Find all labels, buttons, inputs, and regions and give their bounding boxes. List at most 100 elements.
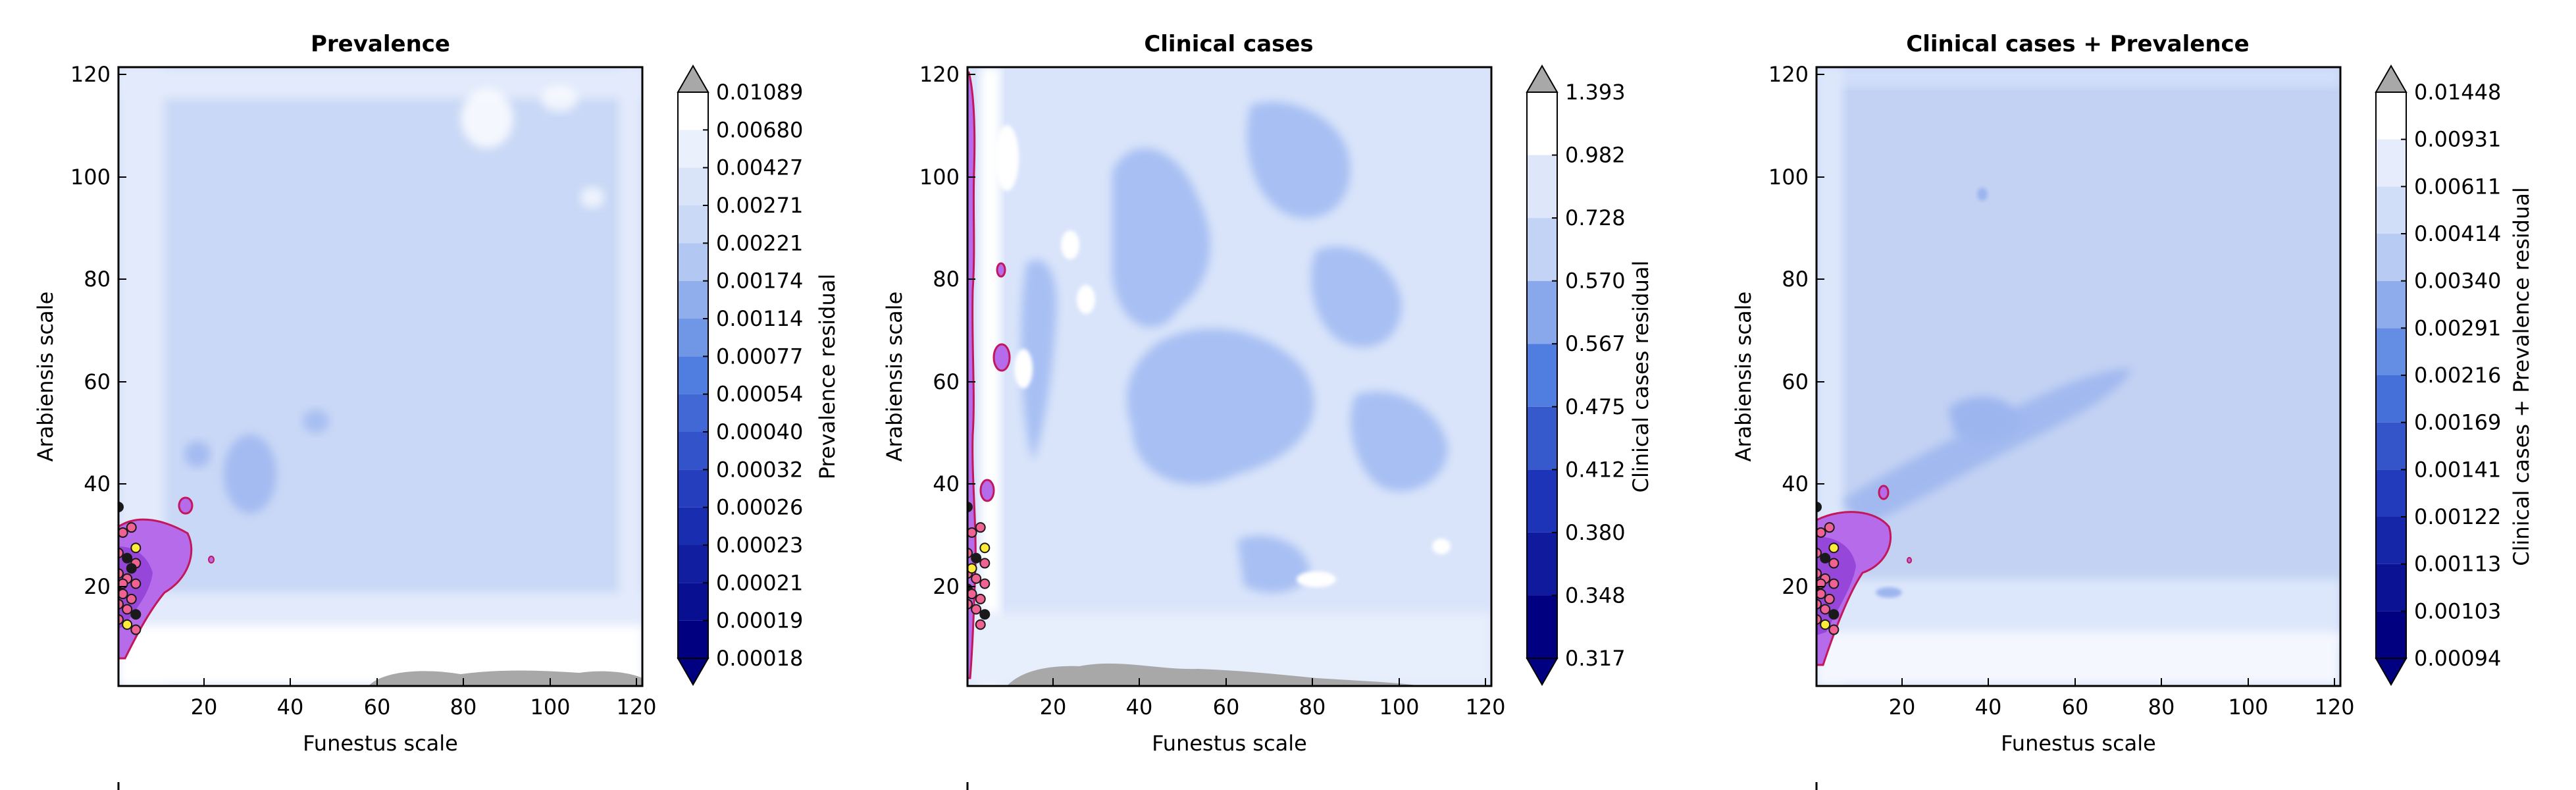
y-axis-label: Arabiensis scale [882,292,907,462]
band-top-pale [1816,67,2340,87]
band-bottom-white [1816,632,2340,686]
band-mid-patch [1311,246,1402,348]
x-tick-label: 100 [530,695,570,720]
plot-frame [1815,66,2342,687]
purple-island [979,479,995,502]
colorbar-tick-label: 0.00113 [2414,552,2501,577]
band-mid-patch [1948,396,2021,442]
colorbar-band [1527,280,1557,344]
colorbar-tick-label: 0.00169 [2414,410,2501,435]
colorbar-tick-label: 0.00054 [716,382,803,407]
colorbar-band [1527,92,1557,155]
data-point [130,542,142,554]
colorbar-band [678,507,708,545]
patch-white [1077,285,1095,314]
colorbar-band [1527,155,1557,219]
data-point [122,604,133,615]
patch-white [1014,349,1033,388]
colorbar-tick-label: 0.00018 [716,646,803,671]
colorbar-band [678,469,708,508]
colorbar: 0.317 0.348 0.380 0.412 0.475 0.567 0.570 0.728… [1526,64,1653,687]
x-tick-label: 20 [1889,695,1916,720]
data-point [1816,548,1822,559]
y-tick-label: 80 [933,267,960,292]
colorbar-over-triangle [2375,64,2408,93]
colorbar-label: Clinical cases + Prevalence residual [2509,187,2534,566]
grey-region [1007,663,1422,686]
patch-mid [224,434,276,514]
panel-title: Clinical cases + Prevalence [1906,31,2250,57]
x-axis: 20 40 60 80 100 120 Funestus scale [1040,678,1506,756]
data-point [118,589,128,600]
panel-combined: Clinical cases + Prevalence [1731,31,2534,756]
colorbar: 0.00094 0.00103 0.00113 0.00122 0.00141 0.001… [2375,64,2534,687]
colorbar-band [1527,595,1557,658]
colorbar-tick-label: 0.00680 [716,117,803,142]
data-point [1824,593,1835,604]
colorbar-tick-label: 0.00103 [2414,598,2501,623]
colorbar-tick-label: 0.412 [1565,457,1626,482]
colorbar-tick-label: 1.393 [1565,80,1626,105]
x-tick-label: 100 [2228,695,2268,720]
colorbar-band [2376,92,2406,140]
colorbar-tick-label: 0.00221 [716,230,803,255]
data-point [1828,558,1840,569]
data-point [118,568,124,579]
colorbar-tick-label: 0.00216 [2414,363,2501,388]
purple-strip [967,71,977,679]
colorbar-band [1527,469,1557,533]
data-point [130,578,142,589]
data-point [971,604,982,615]
colorbar-tick-label: 0.00174 [716,269,803,294]
colorbar-frame [677,92,709,659]
data-point [118,548,124,559]
colorbar-tick-label: 0.380 [1565,520,1626,545]
colorbar-frame [1526,92,1558,659]
purple-island [996,262,1006,278]
colorbar-band [1527,532,1557,596]
heatmap-field [1816,67,2340,686]
y-tick-label: 40 [933,471,960,496]
colorbar-band [1527,218,1557,281]
band-mid-patch [1237,535,1310,593]
data-point [1820,619,1831,630]
data-point [1824,522,1835,533]
data-point [1828,578,1840,589]
x-axis-label: Funestus scale [303,731,458,756]
colorbar-band [678,167,708,205]
data-point [975,593,986,604]
colorbar-label: Prevalence residual [815,274,840,480]
colorbar-tick-label: 0.00931 [2414,127,2501,152]
y-tick-label: 60 [1782,369,1809,394]
colorbar-over-triangle [677,64,709,93]
colorbar-tick-label: 0.00340 [2414,269,2501,294]
panel-title: Prevalence [311,31,450,57]
data-point [118,527,128,538]
band-mid-patch [1247,101,1351,219]
colorbar-tick-label: 0.00141 [2414,457,2501,482]
data-point [979,609,991,620]
y-tick-label: 120 [919,62,960,87]
colorbar-band [2376,517,2406,564]
data-point [1816,568,1822,579]
data-point [1816,614,1822,625]
plot-frame [117,66,644,687]
data-point [1828,542,1840,554]
y-axis-label: Arabiensis scale [1731,292,1756,462]
data-point [126,522,137,533]
colorbar-tick-label: 0.00414 [2414,221,2501,246]
purple-island [178,496,193,515]
y-tick-label: 120 [70,62,111,87]
x-axis: 20 40 60 80 100 120 Funestus scale [1889,678,2355,756]
colorbar-bands: 0.00018 0.00019 0.00021 0.00023 0.00026 0.000… [677,64,803,687]
colorbar-tick-label: 0.01089 [716,80,803,105]
data-point [118,502,124,513]
y-tick-label: 60 [84,369,111,394]
y-axis: 20 40 60 80 100 120 Arabiensis scale [1731,62,1824,599]
colorbar-tick-label: 0.00077 [716,344,803,369]
data-point [967,527,977,538]
x-tick-label: 60 [2062,695,2089,720]
data-point [118,598,124,610]
colorbar-tick-label: 0.00019 [716,608,803,633]
